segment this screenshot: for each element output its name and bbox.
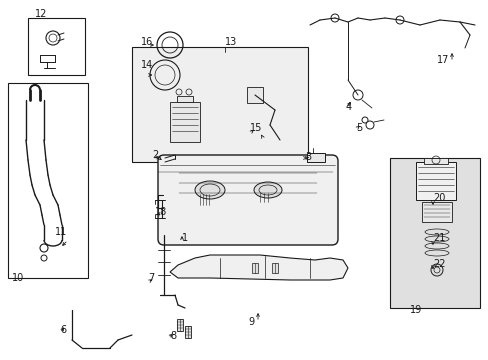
Text: 1: 1 xyxy=(182,233,188,243)
Bar xyxy=(246,87,263,103)
Text: 18: 18 xyxy=(155,207,167,217)
FancyBboxPatch shape xyxy=(158,155,337,245)
Bar xyxy=(389,158,479,308)
Circle shape xyxy=(361,117,367,123)
Text: 2: 2 xyxy=(152,150,158,160)
Bar xyxy=(28,18,85,75)
Text: 22: 22 xyxy=(432,259,445,269)
Bar xyxy=(177,96,193,102)
Text: 5: 5 xyxy=(355,123,362,133)
Text: 8: 8 xyxy=(170,331,176,341)
Ellipse shape xyxy=(195,181,224,199)
Ellipse shape xyxy=(253,182,282,198)
Text: 15: 15 xyxy=(249,123,262,133)
Text: 16: 16 xyxy=(141,37,153,47)
Text: 14: 14 xyxy=(141,60,153,70)
Text: 19: 19 xyxy=(409,305,421,315)
Text: 10: 10 xyxy=(12,273,24,283)
Circle shape xyxy=(352,90,362,100)
Bar xyxy=(306,153,325,162)
Bar xyxy=(8,83,88,278)
Circle shape xyxy=(365,121,373,129)
Circle shape xyxy=(330,14,338,22)
Bar xyxy=(132,47,307,162)
Text: 21: 21 xyxy=(432,233,445,243)
Text: 20: 20 xyxy=(432,193,445,203)
Polygon shape xyxy=(170,255,347,280)
Text: 7: 7 xyxy=(148,273,154,283)
Bar xyxy=(415,162,455,200)
Bar xyxy=(184,326,191,338)
Bar xyxy=(271,263,278,273)
Text: 17: 17 xyxy=(436,55,448,65)
Text: 6: 6 xyxy=(60,325,66,335)
Text: 9: 9 xyxy=(247,317,254,327)
Text: 13: 13 xyxy=(224,37,237,47)
Bar xyxy=(251,263,258,273)
Bar xyxy=(177,319,183,331)
Bar xyxy=(421,202,451,222)
Circle shape xyxy=(395,16,403,24)
Text: 4: 4 xyxy=(346,102,351,112)
Text: 12: 12 xyxy=(35,9,47,19)
Text: 3: 3 xyxy=(305,152,310,162)
Bar xyxy=(170,102,200,142)
Text: 11: 11 xyxy=(55,227,67,237)
Bar xyxy=(423,158,447,164)
